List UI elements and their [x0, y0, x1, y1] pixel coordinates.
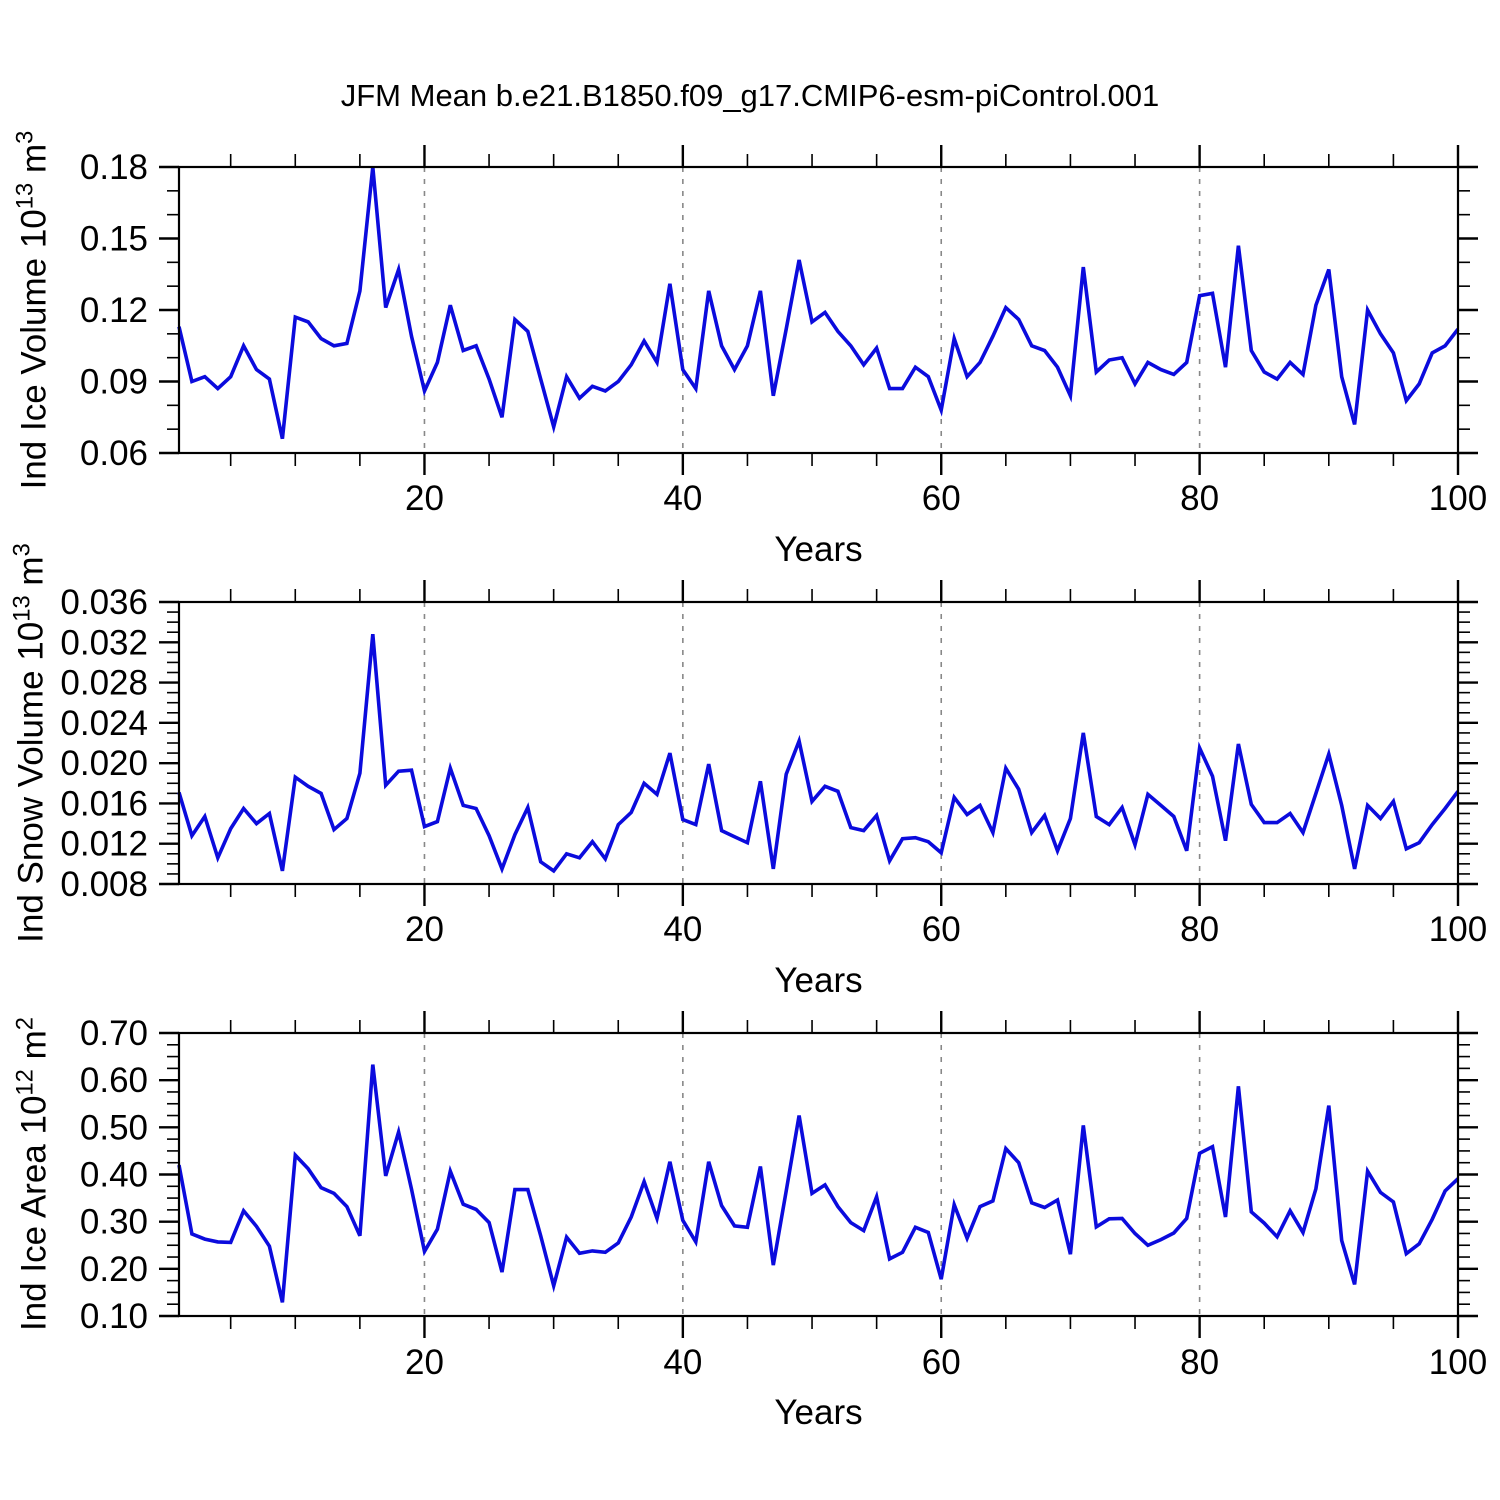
ticks	[159, 1011, 1478, 1338]
x-tick-label: 40	[663, 1343, 702, 1382]
x-tick-label: 20	[405, 1343, 444, 1382]
y-tick-label: 0.024	[60, 704, 148, 743]
y-tick-label: 0.40	[80, 1156, 148, 1195]
ticks	[159, 580, 1478, 906]
y-tick-label: 0.020	[60, 744, 148, 783]
x-tick-label: 80	[1180, 479, 1219, 518]
y-tick-label: 0.036	[60, 583, 148, 622]
y-tick-label: 0.50	[80, 1108, 148, 1147]
snow-volume-plot: 20 40 60 80 100 0.0080.0120.0160.0200.0240.02…	[60, 580, 1487, 1000]
y-tick-label: 0.15	[80, 220, 148, 259]
ice-area-data-line	[177, 1064, 1460, 1303]
x-tick-label: 100	[1429, 479, 1487, 518]
x-tick-label: 40	[663, 479, 702, 518]
y-tick-label: 0.012	[60, 825, 148, 864]
y-tick-label: 0.016	[60, 784, 148, 823]
x-tick-label: 100	[1429, 1343, 1487, 1382]
x-tick-label: 80	[1180, 910, 1219, 949]
x-tick-label: 60	[922, 479, 961, 518]
gridlines	[423, 1033, 1201, 1316]
ice-volume-data-line	[177, 166, 1460, 440]
y-tick-label: 0.028	[60, 664, 148, 703]
x-axis-title: Years	[774, 1393, 862, 1432]
y-tick-label: 0.008	[60, 865, 148, 904]
plot-frame	[177, 165, 1460, 455]
gridlines	[423, 167, 1201, 453]
snow-volume-data-line	[177, 634, 1460, 874]
y-tick-label: 0.10	[80, 1297, 148, 1336]
chart-title: JFM Mean b.e21.B1850.f09_g17.CMIP6-esm-p…	[340, 78, 1160, 113]
ice-area-plot: 20 40 60 80 100 0.10 0.20 0.30 0.40 0.50 0.60 0.70 Y…	[80, 1011, 1487, 1432]
x-tick-label: 40	[663, 910, 702, 949]
y-tick-label: 0.70	[80, 1014, 148, 1053]
y-tick-label: 0.30	[80, 1203, 148, 1242]
x-axis-title: Years	[774, 530, 862, 569]
x-tick-label: 60	[922, 1343, 961, 1382]
y-tick-label: 0.60	[80, 1061, 148, 1100]
y-tick-label: 0.20	[80, 1250, 148, 1289]
x-tick-label: 20	[405, 910, 444, 949]
ice-volume-plot: 20 40 60 80 100 0.06 0.09 0.12 0.15 0.18 Years	[80, 145, 1487, 569]
x-tick-label: 20	[405, 479, 444, 518]
y-tick-label: 0.18	[80, 148, 148, 187]
plot-frame	[177, 1031, 1460, 1318]
plot-frame	[177, 600, 1460, 886]
y-tick-label: 0.09	[80, 363, 148, 402]
x-tick-label: 60	[922, 910, 961, 949]
x-tick-label: 80	[1180, 1343, 1219, 1382]
y-tick-label: 0.06	[80, 434, 148, 473]
x-tick-label: 100	[1429, 910, 1487, 949]
ticks	[159, 145, 1478, 475]
y-tick-label: 0.12	[80, 291, 148, 330]
x-axis-title: Years	[774, 961, 862, 1000]
y-tick-label: 0.032	[60, 623, 148, 662]
